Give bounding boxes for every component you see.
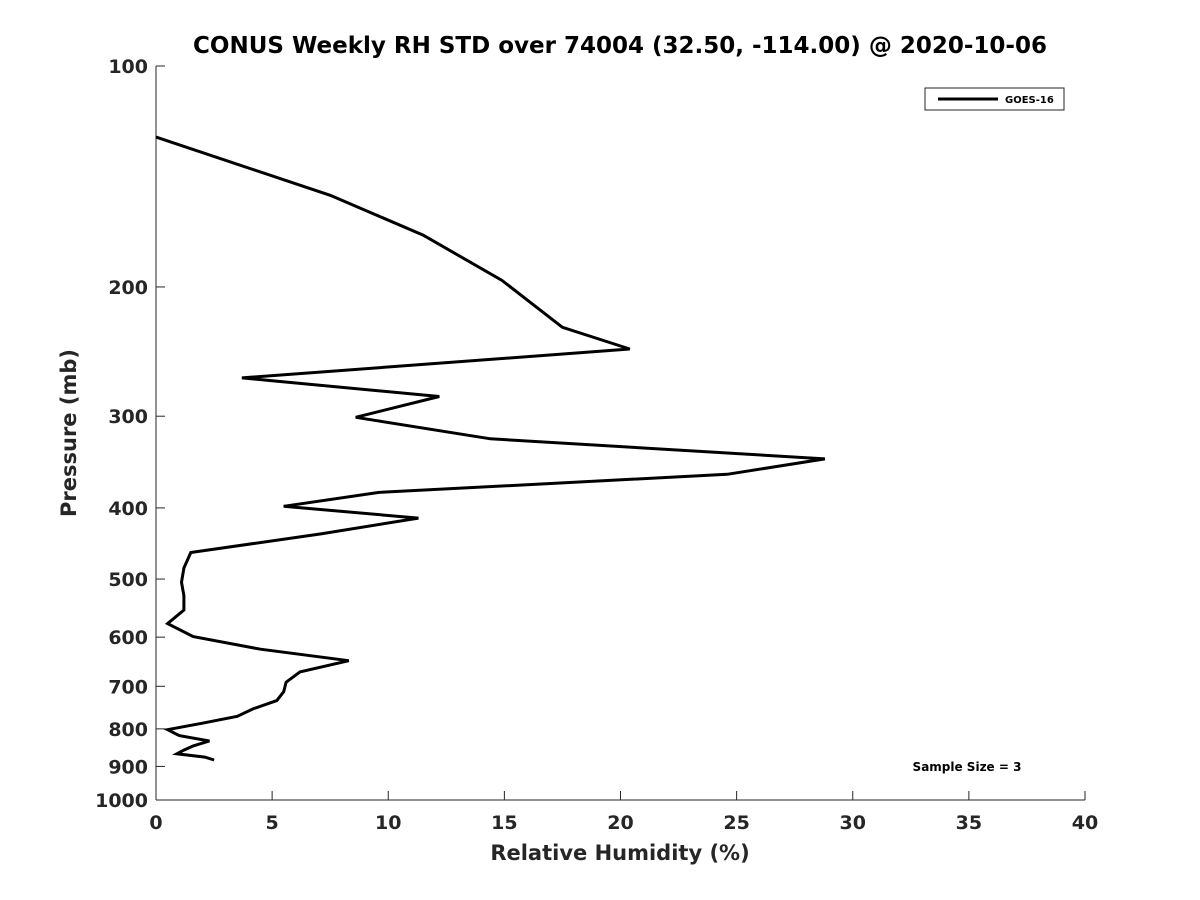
- sample-size-annotation: Sample Size = 3: [913, 760, 1022, 774]
- x-tick-label: 5: [266, 812, 279, 834]
- y-ticks: 100 200 300 400 500 600 700 800 900 1000: [95, 56, 165, 812]
- x-tick-label: 15: [491, 812, 517, 834]
- x-tick-label: 10: [375, 812, 401, 834]
- y-tick-label: 1000: [95, 790, 148, 812]
- x-tick-label: 20: [607, 812, 633, 834]
- x-tick-label: 30: [840, 812, 866, 834]
- x-tick-label: 25: [723, 812, 749, 834]
- x-tick-label: 40: [1072, 812, 1098, 834]
- chart-title: CONUS Weekly RH STD over 74004 (32.50, -…: [193, 33, 1047, 59]
- y-tick-label: 900: [108, 756, 148, 778]
- y-tick-label: 300: [108, 406, 148, 428]
- y-tick-label: 200: [108, 277, 148, 299]
- x-axis-label: Relative Humidity (%): [490, 841, 749, 865]
- y-axis-label: Pressure (mb): [57, 349, 81, 517]
- y-tick-label: 700: [108, 676, 148, 698]
- x-ticks: 0 5 10 15 20 25 30 35 40: [149, 791, 1098, 834]
- y-tick-label: 600: [108, 627, 148, 649]
- y-tick-label: 500: [108, 569, 148, 591]
- series-layer: [155, 135, 826, 762]
- x-tick-label: 0: [149, 812, 162, 834]
- y-tick-label: 400: [108, 498, 148, 520]
- y-tick-label: 100: [108, 56, 148, 78]
- y-tick-label: 800: [108, 719, 148, 741]
- x-tick-label: 35: [956, 812, 982, 834]
- legend-entry-goes-16: GOES-16: [1005, 95, 1054, 106]
- legend: GOES-16: [924, 87, 1065, 111]
- series-line-goes-16: [155, 135, 826, 762]
